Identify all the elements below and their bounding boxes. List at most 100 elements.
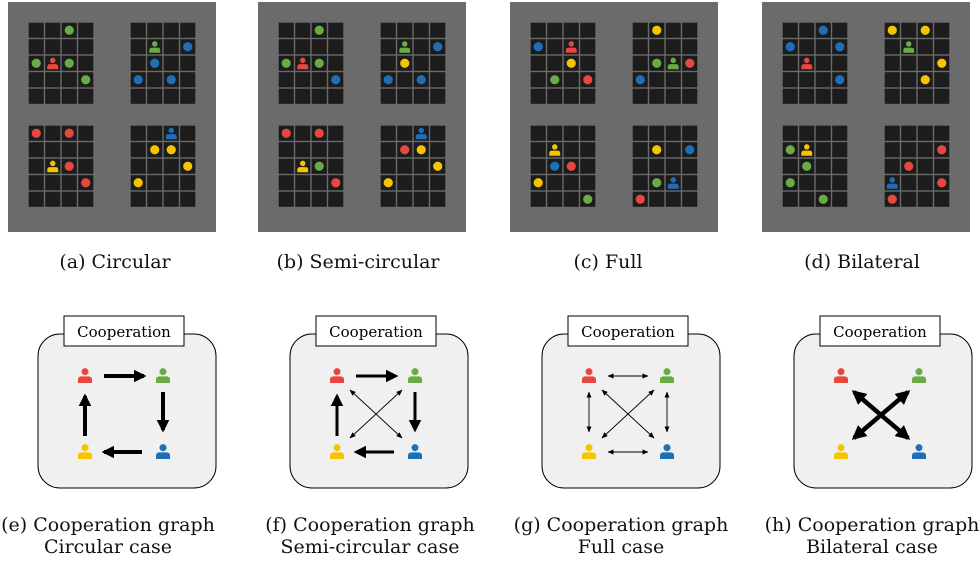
resource-dot xyxy=(652,58,662,68)
resource-dot xyxy=(331,178,341,188)
caption-graph-f-line2: Semi-circular case xyxy=(280,536,460,558)
resource-dot xyxy=(887,25,897,35)
room xyxy=(380,22,446,104)
resource-dot xyxy=(937,178,947,188)
yellow-agent-icon xyxy=(329,444,345,460)
resource-dot xyxy=(31,128,41,138)
agent-icon xyxy=(47,160,59,173)
cooperation-edge xyxy=(851,390,911,440)
room xyxy=(28,125,94,207)
resource-dot xyxy=(835,75,845,85)
resource-dot xyxy=(64,25,74,35)
resource-dot xyxy=(81,75,91,85)
room xyxy=(782,125,848,207)
resource-dot xyxy=(802,161,812,171)
cooperation-graph-g: Cooperation xyxy=(541,315,721,489)
resource-dot xyxy=(314,128,324,138)
blue-agent-icon xyxy=(155,444,171,460)
resource-dot xyxy=(433,161,443,171)
resource-dot xyxy=(652,178,662,188)
yellow-agent-icon xyxy=(77,444,93,460)
resource-dot xyxy=(635,75,645,85)
agent-icon xyxy=(297,160,309,173)
resource-dot xyxy=(314,161,324,171)
room xyxy=(632,22,698,104)
resource-dot xyxy=(785,42,795,52)
resource-dot xyxy=(835,42,845,52)
agent-icon xyxy=(415,127,427,140)
resource-dot xyxy=(652,145,662,155)
room xyxy=(130,22,196,104)
agent-icon xyxy=(549,144,561,156)
resource-dot xyxy=(433,42,443,52)
caption-graph-h-line1: (h) Cooperation graph xyxy=(764,514,980,536)
resource-dot xyxy=(818,194,828,204)
resource-dot xyxy=(550,161,560,171)
cooperation-graph-e: Cooperation xyxy=(37,315,217,489)
red-agent-icon xyxy=(329,368,345,384)
yellow-agent-icon xyxy=(581,444,597,460)
grid-panel-a xyxy=(8,2,216,232)
resource-dot xyxy=(785,145,795,155)
grid-panel-b xyxy=(258,2,466,232)
cooperation-graph-h: Cooperation xyxy=(793,315,973,489)
agent-icon xyxy=(297,57,309,70)
caption-graph-g-line1: (g) Cooperation graph xyxy=(513,514,729,536)
blue-agent-icon xyxy=(407,444,423,460)
resource-dot xyxy=(314,58,324,68)
resource-dot xyxy=(133,75,143,85)
agent-icon xyxy=(801,57,813,70)
caption-graph-g-line2: Full case xyxy=(577,536,665,558)
blue-agent-icon xyxy=(911,444,927,460)
resource-dot xyxy=(81,178,91,188)
agent-icon xyxy=(149,41,161,53)
resource-dot xyxy=(904,161,914,171)
room xyxy=(28,22,94,104)
resource-dot xyxy=(400,145,410,155)
agent-icon xyxy=(667,177,679,189)
resource-dot xyxy=(416,145,426,155)
resource-dot xyxy=(383,75,393,85)
caption-graph-e-line2: Circular case xyxy=(43,536,173,558)
resource-dot xyxy=(566,58,576,68)
resource-dot xyxy=(785,178,795,188)
resource-dot xyxy=(685,58,695,68)
cooperation-label: Cooperation xyxy=(329,323,423,341)
resource-dot xyxy=(652,25,662,35)
yellow-agent-icon xyxy=(833,444,849,460)
blue-agent-icon xyxy=(659,444,675,460)
resource-dot xyxy=(281,58,291,68)
resource-dot xyxy=(685,145,695,155)
room xyxy=(530,22,596,104)
green-agent-icon xyxy=(659,368,675,384)
caption-graph-g: (g) Cooperation graph Full case xyxy=(513,514,729,558)
resource-dot xyxy=(331,75,341,85)
red-agent-icon xyxy=(581,368,597,384)
cooperation-label: Cooperation xyxy=(77,323,171,341)
agent-icon xyxy=(886,177,898,189)
caption-grid-b: (b) Semi-circular xyxy=(276,251,440,273)
resource-dot xyxy=(64,128,74,138)
agent-icon xyxy=(47,57,59,70)
resource-dot xyxy=(533,42,543,52)
caption-graph-e: (e) Cooperation graph Circular case xyxy=(0,514,216,558)
grid-panel-d xyxy=(762,2,970,232)
cooperation-edge xyxy=(601,389,655,439)
room xyxy=(632,125,698,207)
resource-dot xyxy=(166,145,176,155)
resource-dot xyxy=(533,178,543,188)
room xyxy=(278,125,344,207)
resource-dot xyxy=(31,58,41,68)
resource-dot xyxy=(583,194,593,204)
resource-dot xyxy=(281,128,291,138)
cooperation-label: Cooperation xyxy=(833,323,927,341)
resource-dot xyxy=(383,178,393,188)
room xyxy=(278,22,344,104)
resource-dot xyxy=(920,75,930,85)
resource-dot xyxy=(937,145,947,155)
resource-dot xyxy=(818,25,828,35)
resource-dot xyxy=(400,58,410,68)
resource-dot xyxy=(183,161,193,171)
resource-dot xyxy=(150,145,160,155)
